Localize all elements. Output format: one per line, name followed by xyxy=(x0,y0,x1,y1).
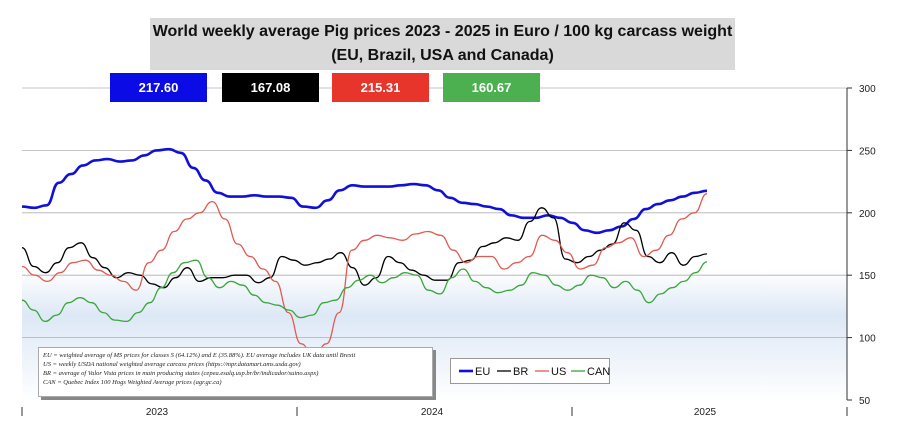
legend-entries: EU BR US CAN xyxy=(459,366,610,378)
chart-subtitle: (EU, Brazil, USA and Canada) xyxy=(331,47,554,64)
br-latest-badge: 167.08 xyxy=(222,73,319,102)
chart-title: World weekly average Pig prices 2023 - 2… xyxy=(152,23,733,40)
legend: EU BR US CAN xyxy=(450,358,610,384)
y-tick-label: 150 xyxy=(859,271,876,282)
legend-label-can: CAN xyxy=(587,366,610,378)
y-tick-label: 100 xyxy=(859,334,876,345)
can-latest-badge: 160.67 xyxy=(443,73,540,102)
note-eu: EU = weighted average of MS prices for c… xyxy=(43,352,356,359)
chart-title-box: World weekly average Pig prices 2023 - 2… xyxy=(150,18,735,70)
source-notes: EU = weighted average of MS prices for c… xyxy=(38,347,433,397)
series-line-can xyxy=(21,259,708,323)
note-can: CAN = Quebec Index 100 Hogs Weighted Ave… xyxy=(43,379,222,386)
series-line-br xyxy=(21,207,708,289)
legend-label-br: BR xyxy=(513,366,528,378)
us-latest-badge: 215.31 xyxy=(332,73,429,102)
series-line-us xyxy=(21,193,708,357)
eu-latest-badge: 217.60 xyxy=(110,73,207,102)
y-tick-label: 200 xyxy=(859,209,876,220)
legend-label-eu: EU xyxy=(475,366,490,378)
y-axis: 50 100 150 200 250 300 xyxy=(846,84,876,407)
series-lines xyxy=(21,147,708,357)
y-tick-label: 50 xyxy=(859,396,871,407)
series-line-eu xyxy=(21,147,708,235)
x-tick-label-2023: 2023 xyxy=(146,407,169,418)
note-us: US = weekly USDA national weighted avera… xyxy=(43,361,301,368)
legend-label-us: US xyxy=(551,366,566,378)
x-axis: 2023 2024 2025 xyxy=(21,407,848,418)
y-tick-label: 250 xyxy=(859,146,876,157)
x-tick-label-2024: 2024 xyxy=(421,407,444,418)
note-br: BR = average of Valor Vista prices in ma… xyxy=(43,370,319,377)
x-tick-label-2025: 2025 xyxy=(694,407,717,418)
y-tick-label: 300 xyxy=(859,84,876,95)
